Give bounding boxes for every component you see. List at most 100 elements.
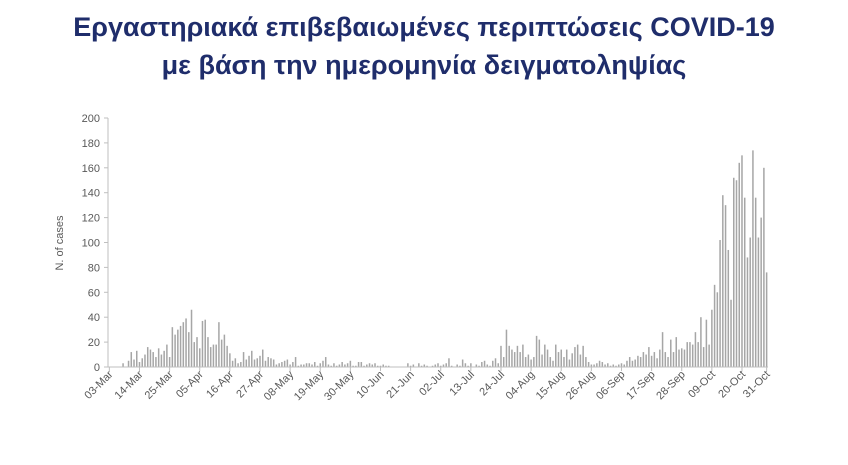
bar [272,359,275,367]
bar [672,352,675,367]
bar [754,197,757,367]
bar [439,365,442,367]
bar [311,364,313,367]
bar [467,365,469,367]
bar [160,354,163,367]
bar [697,342,699,367]
bar [437,363,439,367]
bar [349,360,352,367]
y-tick-label: 80 [88,262,100,274]
bar [338,364,341,367]
bar [382,364,384,367]
y-tick-label: 100 [82,238,100,250]
bar [188,332,190,367]
bar [374,363,376,367]
y-tick-label: 20 [88,337,100,349]
chart-title-line-2: με βάση την ημερομηνία δειγματοληψίας [161,50,687,80]
bar [166,344,168,367]
bar [481,362,483,367]
bar [456,364,458,367]
bar [760,217,762,367]
bar [193,342,196,367]
bar [585,357,587,367]
bar [240,362,242,367]
bar [261,349,264,367]
bar [316,365,319,367]
bar [144,354,146,367]
bar [519,352,521,367]
bar [700,317,702,367]
bar [565,349,568,367]
bar [741,155,743,367]
bar [568,359,571,367]
bar [686,342,688,367]
bar [634,359,636,367]
bar [245,359,248,367]
bar [555,344,557,367]
bar [516,345,519,367]
y-tick-label: 140 [82,188,100,200]
bar [198,348,201,367]
bar [730,299,732,367]
bar [431,365,434,367]
bar [626,360,628,367]
bar [590,364,593,367]
bar [168,357,171,367]
bar [407,363,409,367]
y-tick-label: 160 [82,163,100,175]
bar [157,348,160,367]
bar [341,362,343,367]
bar [538,339,541,367]
bar [420,365,423,367]
bar [442,364,445,367]
bar [483,360,486,367]
bar [319,363,321,367]
bar [557,352,560,367]
x-tick-label: 21-Jun [384,369,416,401]
x-tick-label: 16-Apr [204,368,236,400]
y-tick-label: 40 [88,312,100,324]
bar [596,363,598,367]
bar [623,364,625,367]
bar [664,352,667,367]
bar [122,363,124,367]
bar [470,363,472,367]
bar [286,359,289,367]
bar [711,309,713,367]
bar [344,364,346,367]
x-tick-label: 25-Mar [143,368,176,401]
bar [549,357,552,367]
bar [212,344,215,367]
bar [229,353,231,367]
bar [346,363,349,367]
x-tick-label: 26-Aug [564,369,598,403]
bar [360,362,363,367]
x-tick-label: 31-Oct [741,369,773,401]
bar [308,363,311,367]
bar [722,195,724,367]
bar [223,334,226,367]
bar [330,365,332,367]
x-tick-label: 08-May [262,368,297,403]
bar [412,364,415,367]
x-tick-label: 09-Oct [686,369,718,401]
bar [708,344,710,367]
bar [683,349,686,367]
x-tick-label: 04-Aug [504,369,538,403]
bar [133,359,135,367]
x-tick-label: 14-Mar [112,368,145,401]
bar [724,205,727,367]
y-axis: 0 20 40 60 80 100 120 140 160 180 200 [82,113,109,374]
y-tick-label: 60 [88,287,100,299]
bar [546,349,549,367]
bar [719,240,721,367]
bar [423,364,426,367]
bar [601,362,604,367]
bar [459,365,461,367]
bar [560,349,562,367]
bar [226,345,228,367]
bar [464,363,467,367]
bar [642,352,645,367]
bar [502,357,505,367]
bar [448,358,450,367]
